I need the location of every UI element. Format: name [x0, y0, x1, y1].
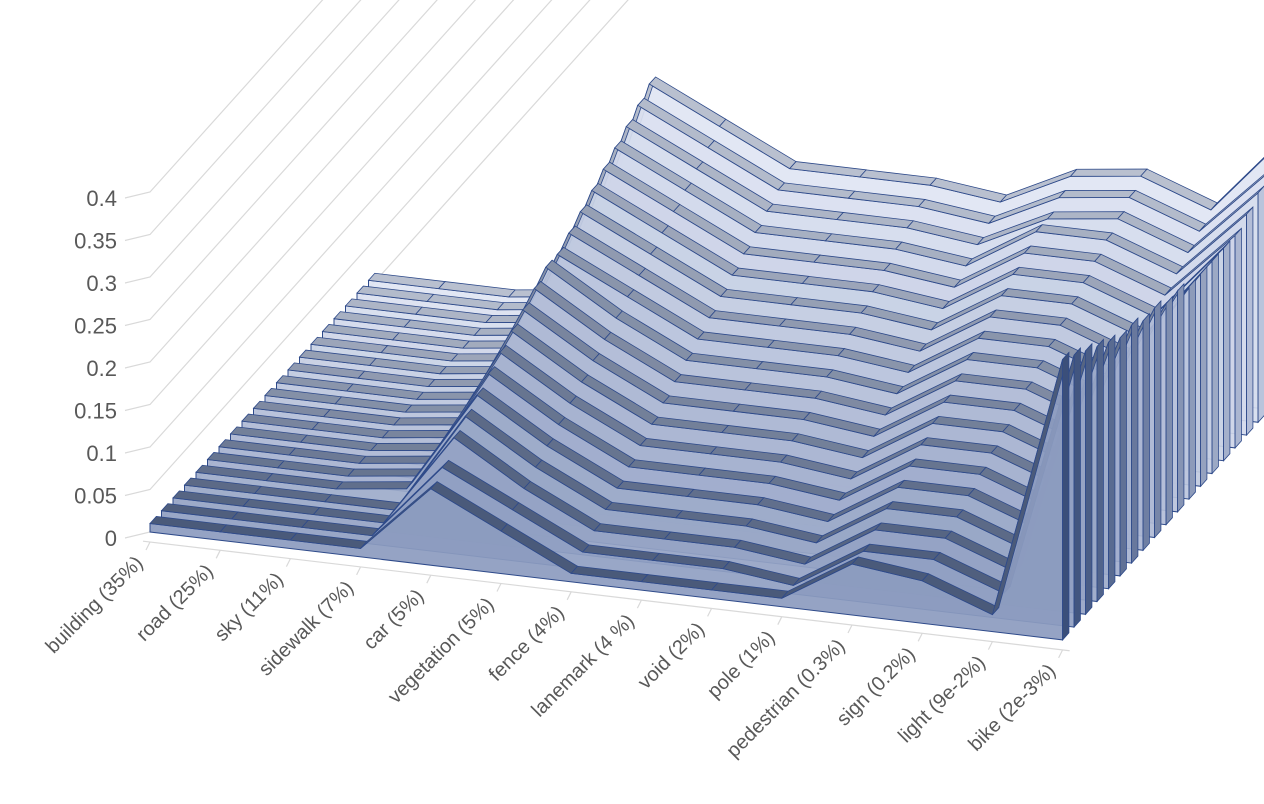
x-tick-label: pole (1%) [703, 627, 779, 703]
series-end-cap [1177, 282, 1185, 513]
series-top-edge [358, 455, 437, 464]
x-tick [496, 583, 502, 592]
gridline [124, 0, 553, 454]
x-tick [636, 599, 642, 609]
series-end-cap [1131, 317, 1139, 565]
y-tick-label: 0.4 [86, 186, 117, 211]
x-axis-line [142, 540, 1070, 652]
series-end-cap [1188, 278, 1196, 501]
series-end-cap [1154, 299, 1162, 539]
gridline [124, 0, 477, 369]
x-tick [566, 591, 572, 601]
series-top-edge [1058, 189, 1137, 199]
x-tick-label: car (5%) [359, 585, 428, 654]
x-tick-label: building (35%) [42, 552, 148, 658]
y-tick-label: 0.3 [86, 271, 117, 296]
gridline [124, 0, 438, 327]
x-tick [847, 624, 853, 634]
y-tick-label: 0.15 [74, 399, 117, 424]
y-tick-label: 0.05 [74, 484, 117, 509]
series-top-edge [1069, 168, 1148, 177]
series-end-cap [1096, 338, 1104, 603]
series-top-edge [1199, 174, 1264, 232]
series-top-edge [1046, 211, 1125, 220]
x-tick [1058, 649, 1064, 659]
y-axis-tick-labels: 0 0.05 0.1 0.15 0.2 0.25 0.3 0.35 0.4 [74, 186, 117, 551]
gridline [124, 0, 362, 242]
y-tick-label: 0.35 [74, 229, 117, 254]
gridline [124, 0, 591, 497]
x-tick [426, 574, 432, 584]
series-end-cap [1211, 252, 1219, 475]
x-tick [777, 616, 783, 625]
y-tick-label: 0.1 [86, 441, 117, 466]
x-tick-label: road (25%) [132, 560, 218, 646]
series-end-cap [1119, 329, 1127, 577]
x-tick [707, 608, 713, 617]
y-tick-label: 0.2 [86, 356, 117, 381]
series-end-cap [1142, 312, 1150, 552]
series-top-edge [1210, 156, 1264, 211]
series-ribbon [149, 351, 1070, 641]
series-end-cap [1234, 227, 1242, 449]
series-end-cap [1246, 206, 1254, 437]
x-tick-label: fence (4%) [485, 602, 569, 686]
gridlines [124, 0, 629, 539]
series-end-cap [1062, 351, 1070, 641]
series-end-cap [1200, 265, 1208, 488]
x-tick [285, 558, 291, 567]
x-tick [356, 566, 362, 576]
y-tick-label: 0.25 [74, 314, 117, 339]
series-top-edge [335, 481, 414, 490]
x-tick-label: sign (0.2%) [833, 643, 920, 730]
series-end-cap [1165, 295, 1173, 526]
series-top-edge [1187, 185, 1264, 253]
x-tick [145, 541, 151, 551]
gridline [124, 0, 400, 284]
x-tick-label: sky (11%) [211, 569, 288, 646]
series-end-cap [1073, 347, 1081, 629]
x-tick [987, 641, 993, 650]
x-tick [215, 550, 221, 559]
y-tick-label: 0 [105, 526, 117, 551]
series-end-cap [1085, 342, 1093, 616]
x-tick-label: void (2%) [634, 618, 709, 693]
series-end-cap [1257, 185, 1264, 424]
x-tick [917, 633, 923, 642]
gridline [124, 0, 629, 539]
series-top-edge [347, 468, 426, 477]
gridline [124, 0, 515, 412]
gridline [124, 0, 324, 199]
series-end-cap [1108, 334, 1116, 590]
series-end-cap [1223, 240, 1231, 462]
series-ribbons [149, 76, 1264, 641]
